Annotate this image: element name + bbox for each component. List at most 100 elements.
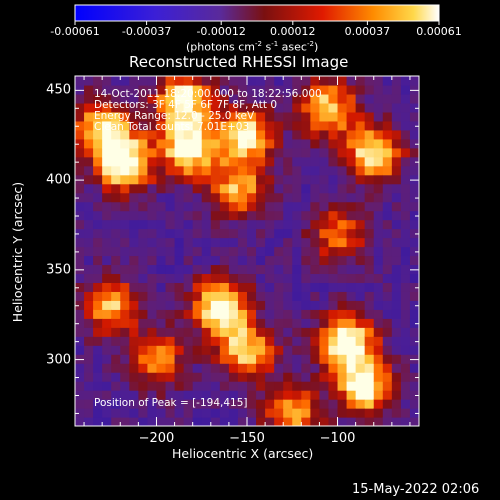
heatmap-cell bbox=[111, 76, 121, 86]
heatmap-cell bbox=[382, 174, 393, 185]
heatmap-cell bbox=[310, 345, 321, 355]
heatmap-cell bbox=[192, 165, 203, 176]
heatmap-cell bbox=[93, 76, 103, 86]
heatmap-cell bbox=[328, 165, 339, 176]
heatmap-cell bbox=[400, 282, 411, 292]
heatmap-cell bbox=[102, 363, 112, 373]
heatmap-cell bbox=[292, 129, 302, 140]
heatmap-cell bbox=[337, 192, 348, 203]
heatmap-cell bbox=[120, 390, 130, 400]
heatmap-cell bbox=[156, 291, 167, 301]
heatmap-cell bbox=[283, 147, 293, 158]
heatmap-cell bbox=[228, 246, 239, 257]
heatmap-cell bbox=[256, 399, 266, 409]
heatmap-cell bbox=[310, 399, 321, 409]
heatmap-cell bbox=[400, 327, 411, 337]
heatmap-cell bbox=[400, 381, 411, 391]
heatmap-cell bbox=[292, 255, 302, 266]
heatmap-cell bbox=[210, 372, 221, 382]
heatmap-cell bbox=[84, 255, 94, 266]
heatmap-cell bbox=[138, 345, 149, 355]
heatmap-cell bbox=[382, 327, 393, 337]
heatmap-cell bbox=[310, 408, 321, 418]
heatmap-cell bbox=[364, 336, 375, 346]
heatmap-cell bbox=[328, 282, 339, 292]
heatmap-cell bbox=[156, 129, 167, 140]
heatmap-cell bbox=[265, 129, 275, 140]
heatmap-cell bbox=[337, 273, 348, 284]
heatmap-cell bbox=[337, 381, 348, 391]
heatmap-cell bbox=[210, 255, 221, 266]
heatmap-cell bbox=[310, 138, 321, 149]
heatmap-cell bbox=[192, 93, 203, 104]
heatmap-cell bbox=[301, 210, 311, 221]
heatmap-cell bbox=[93, 318, 103, 328]
heatmap-cell bbox=[319, 390, 330, 400]
heatmap-cell bbox=[84, 417, 94, 426]
heatmap-cell bbox=[192, 255, 203, 266]
heatmap-cell bbox=[138, 336, 149, 346]
heatmap-cell bbox=[355, 129, 366, 140]
heatmap-cell bbox=[75, 219, 85, 230]
heatmap-cell bbox=[283, 255, 293, 266]
heatmap-cell bbox=[391, 156, 402, 167]
heatmap-cell bbox=[156, 102, 167, 113]
heatmap-cell bbox=[265, 345, 275, 355]
heatmap-cell bbox=[237, 120, 248, 131]
heatmap-cell bbox=[382, 138, 393, 149]
heatmap-cell bbox=[84, 192, 94, 203]
heatmap-cell bbox=[247, 300, 257, 310]
heatmap-cell bbox=[328, 219, 339, 230]
heatmap-cell bbox=[120, 399, 130, 409]
heatmap-cell bbox=[319, 246, 330, 257]
heatmap-cell bbox=[328, 210, 339, 221]
heatmap-cell bbox=[201, 381, 212, 391]
heatmap-cell bbox=[192, 84, 203, 95]
heatmap-cell bbox=[283, 309, 293, 319]
heatmap-cell bbox=[192, 417, 203, 426]
heatmap-cell bbox=[274, 111, 284, 122]
heatmap-cell bbox=[409, 76, 419, 86]
heatmap-cell bbox=[247, 327, 257, 337]
heatmap-cell bbox=[183, 273, 194, 284]
heatmap-cell bbox=[228, 390, 239, 400]
heatmap-cell bbox=[156, 246, 167, 257]
heatmap-cell bbox=[84, 138, 94, 149]
heatmap-cell bbox=[210, 111, 221, 122]
heatmap-cell bbox=[183, 282, 194, 292]
heatmap-cell bbox=[400, 273, 411, 284]
heatmap-cell bbox=[93, 219, 103, 230]
heatmap-cell bbox=[373, 300, 384, 310]
heatmap-cell bbox=[373, 147, 384, 158]
heatmap-cell bbox=[391, 372, 402, 382]
heatmap-cell bbox=[201, 111, 212, 122]
heatmap-cell bbox=[265, 246, 275, 257]
heatmap-cell bbox=[93, 354, 103, 364]
heatmap-cell bbox=[283, 93, 293, 104]
heatmap-cell bbox=[75, 336, 85, 346]
heatmap-cell bbox=[219, 264, 230, 275]
heatmap-cell bbox=[84, 408, 94, 418]
heatmap-cell bbox=[355, 345, 366, 355]
heatmap-cell bbox=[373, 237, 384, 248]
heatmap-cell bbox=[183, 309, 194, 319]
heatmap-cell bbox=[256, 363, 266, 373]
heatmap-cell bbox=[129, 174, 139, 185]
heatmap-cell bbox=[256, 165, 266, 176]
heatmap-cell bbox=[400, 264, 411, 275]
heatmap-cell bbox=[355, 102, 366, 113]
heatmap-cell bbox=[409, 183, 419, 194]
heatmap-cell bbox=[210, 120, 221, 131]
heatmap-cell bbox=[201, 417, 212, 426]
heatmap-cell bbox=[346, 183, 357, 194]
heatmap-cell bbox=[138, 174, 149, 185]
heatmap-cell bbox=[147, 147, 158, 158]
heatmap-cell bbox=[400, 300, 411, 310]
heatmap-cell bbox=[165, 327, 176, 337]
heatmap-cell bbox=[93, 372, 103, 382]
heatmap-cell bbox=[409, 381, 419, 391]
heatmap-cell bbox=[364, 174, 375, 185]
heatmap-image bbox=[75, 76, 419, 426]
heatmap-cell bbox=[310, 147, 321, 158]
heatmap-cell bbox=[210, 237, 221, 248]
